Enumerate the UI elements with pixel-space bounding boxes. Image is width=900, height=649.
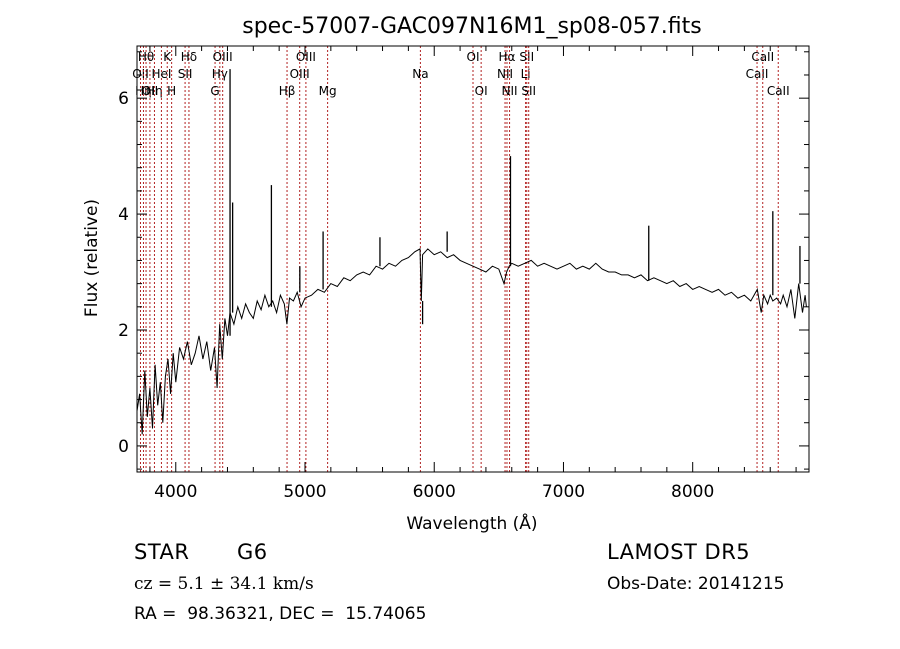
- emission-line-label: CaII: [746, 67, 769, 81]
- emission-line-label: Li: [521, 67, 531, 81]
- emission-line-label: SII: [178, 67, 193, 81]
- y-tick-label: 6: [118, 89, 129, 109]
- emission-line-label: Hα: [499, 50, 516, 64]
- emission-line-label: Hη: [146, 84, 163, 98]
- y-tick-label: 0: [118, 437, 129, 457]
- emission-line-label: Hδ: [181, 50, 197, 64]
- x-tick-label: 5000: [283, 482, 326, 502]
- spectrum-series: [136, 69, 807, 435]
- emission-line-label: Hη: [135, 84, 152, 98]
- y-axis-label: Flux (relative): [82, 199, 102, 317]
- emission-line-label: SII: [519, 50, 534, 64]
- emission-line-label: OI: [475, 84, 488, 98]
- emission-line-label: OII: [132, 67, 149, 81]
- y-tick-label: 4: [118, 205, 129, 225]
- spectrum-line: [136, 248, 807, 435]
- object-subclass: G6: [237, 540, 268, 564]
- emission-line-label: OIII: [213, 50, 233, 64]
- y-tick-label: 2: [118, 321, 129, 341]
- emission-line-label: H: [167, 84, 176, 98]
- y-axis: 0 2 4 6: [118, 51, 809, 470]
- emission-line-label: NII: [502, 84, 518, 98]
- obs-date: Obs-Date: 20141215: [607, 574, 785, 594]
- emission-line-label: SII: [521, 84, 536, 98]
- emission-line-label: NII: [497, 67, 513, 81]
- x-tick-label: 6000: [413, 482, 456, 502]
- emission-line-label: Mg: [319, 84, 337, 98]
- emission-line-label: CaII: [751, 50, 774, 64]
- emission-line-label: Hβ: [279, 84, 296, 98]
- emission-line-label: HeI: [151, 67, 171, 81]
- emission-line-label: OIII: [296, 50, 316, 64]
- x-tick-label: 4000: [154, 482, 197, 502]
- chart-title: spec-57007-GAC097N16M1_sp08-057.fits: [242, 14, 702, 39]
- emission-line-label: Hθ: [138, 50, 154, 64]
- survey-name: LAMOST DR5: [607, 540, 751, 564]
- object-class: STAR: [134, 540, 190, 564]
- emission-line-markers: OIIHηHθOIIHηHeIKHSIIHδGHγOIIIHβOIIIOIIIM…: [132, 46, 790, 472]
- emission-line-label: OI: [467, 50, 480, 64]
- plot-frame: [136, 45, 810, 473]
- emission-line-label: Hγ: [212, 67, 228, 81]
- x-axis-label: Wavelength (Å): [406, 512, 537, 534]
- emission-line-label: OIII: [290, 67, 310, 81]
- emission-line-label: Na: [412, 67, 428, 81]
- emission-line-label: K: [163, 50, 172, 64]
- coordinates: RA = 98.36321, DEC = 15.74065: [134, 604, 427, 624]
- x-tick-label: 8000: [671, 482, 714, 502]
- emission-line-label: CaII: [767, 84, 790, 98]
- emission-line-label: G: [210, 84, 219, 98]
- redshift-cz: cz = 5.1 ± 34.1 km/s: [134, 574, 314, 594]
- x-tick-label: 7000: [542, 482, 585, 502]
- x-axis: 4000 5000 6000 7000 8000: [149, 46, 797, 502]
